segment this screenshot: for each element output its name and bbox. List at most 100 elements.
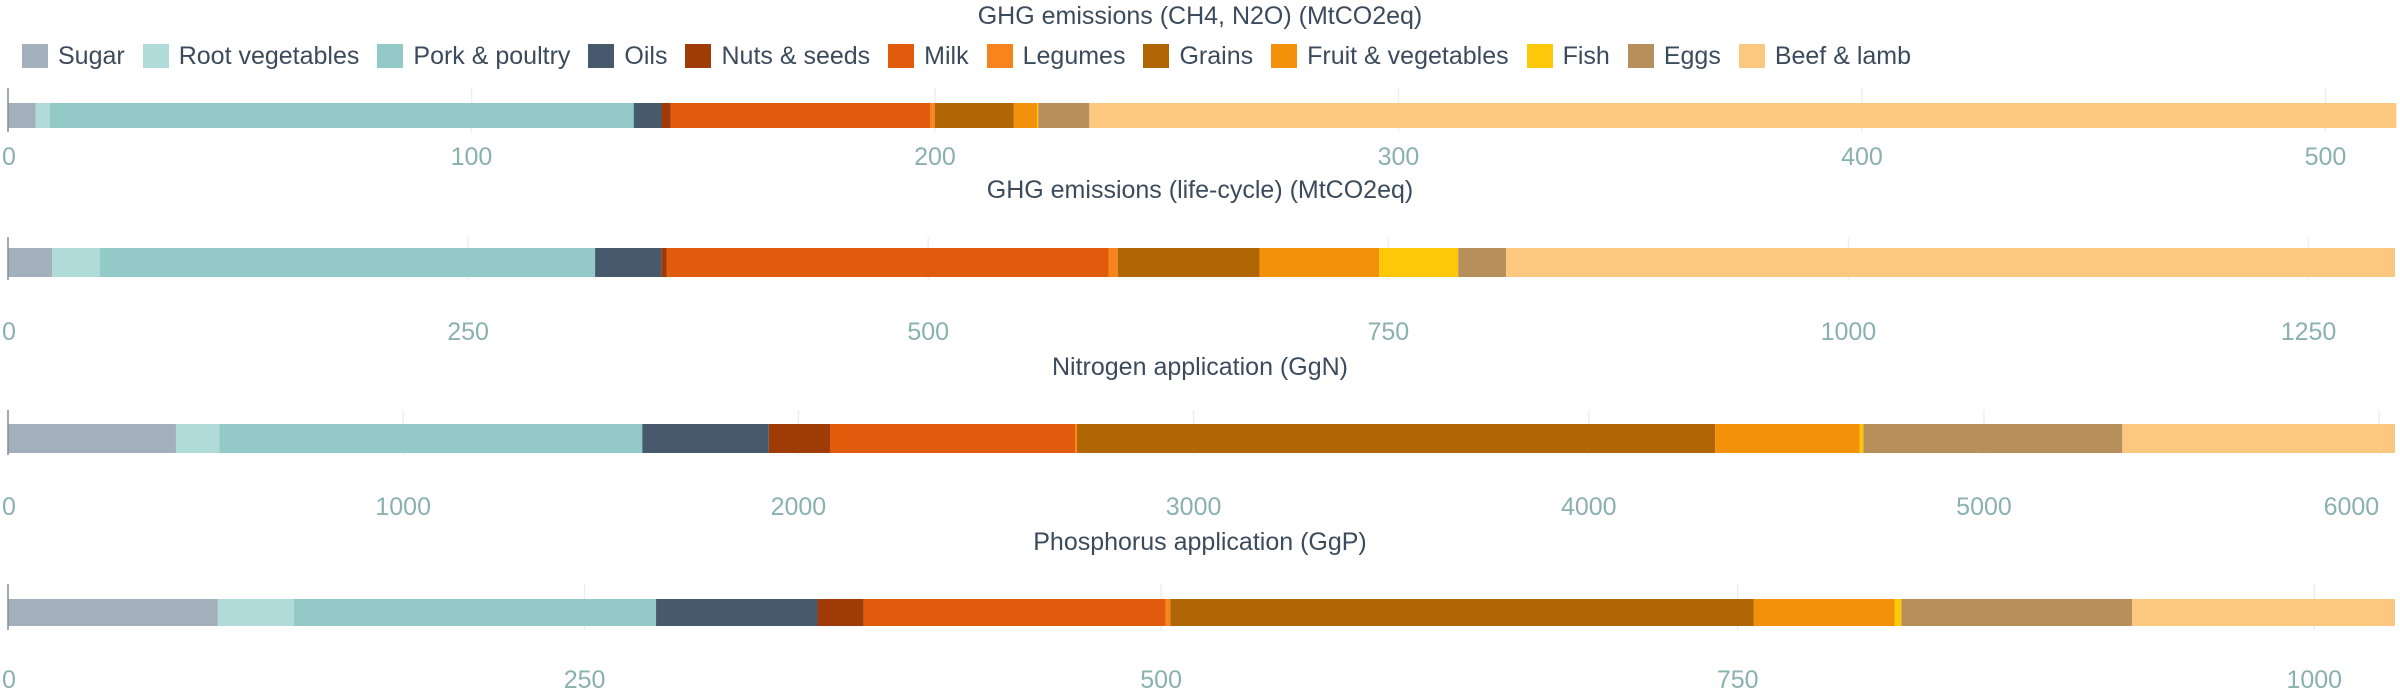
bar-segment[interactable] — [661, 103, 671, 128]
bar-segment[interactable] — [1075, 424, 1078, 453]
bar-segment[interactable] — [1715, 424, 1860, 453]
legend-item[interactable]: Oils — [588, 42, 667, 71]
bar-segment[interactable] — [1089, 103, 2397, 128]
bar-segment[interactable] — [1379, 248, 1459, 277]
bar-segment[interactable] — [670, 103, 931, 128]
bar-segment[interactable] — [1108, 248, 1118, 277]
bar-segment[interactable] — [1117, 248, 1260, 277]
bar-segment[interactable] — [1259, 248, 1380, 277]
x-tick-label: 0 — [2, 493, 16, 521]
x-tick-label: 0 — [2, 318, 16, 346]
legend-swatch — [1143, 44, 1170, 68]
bar-segment[interactable] — [863, 599, 1166, 626]
legend-swatch — [1627, 44, 1654, 68]
bar-segment[interactable] — [830, 424, 1076, 453]
bar-segment[interactable] — [35, 103, 50, 128]
x-tick-label: 750 — [1717, 666, 1759, 694]
legend-item[interactable]: Beef & lamb — [1738, 41, 1912, 71]
x-tick-label: 500 — [1140, 666, 1182, 694]
x-tick-label: 4000 — [1561, 493, 1617, 521]
legend-swatch — [1738, 44, 1765, 68]
bar-segment[interactable] — [1859, 424, 1864, 453]
legend-item[interactable]: Eggs — [1627, 41, 1721, 71]
bar-segment[interactable] — [633, 103, 662, 128]
legend-swatch — [588, 44, 615, 68]
x-tick-label: 1000 — [1821, 318, 1877, 346]
bar-segment[interactable] — [1901, 599, 2133, 626]
legend-item[interactable]: Fruit & vegetables — [1271, 42, 1509, 71]
legend-item[interactable]: Grains — [1143, 42, 1253, 71]
chart-title: GHG emissions (life-cycle) (MtCO2eq) — [987, 176, 1413, 204]
bar-segment[interactable] — [219, 424, 643, 453]
legend-label: Oils — [624, 41, 668, 70]
bar-segment[interactable] — [217, 599, 294, 626]
bar-segment[interactable] — [934, 103, 1014, 128]
legend-item[interactable]: Fish — [1526, 41, 1610, 71]
chart-title: Phosphorus application (GgP) — [1033, 528, 1367, 556]
bar-segment[interactable] — [595, 248, 662, 277]
legend-item[interactable]: Legumes — [986, 41, 1126, 71]
legend-item[interactable]: Milk — [888, 42, 969, 71]
bar-segment[interactable] — [49, 103, 634, 128]
x-tick-label: 5000 — [1956, 493, 2012, 521]
legend-label: Pork & poultry — [413, 41, 571, 70]
x-tick-label: 100 — [451, 143, 493, 171]
bar-segment[interactable] — [1753, 599, 1895, 626]
bar-segment[interactable] — [1170, 599, 1754, 626]
x-tick-label: 0 — [2, 666, 16, 694]
bar-segment[interactable] — [817, 599, 864, 626]
legend-swatch — [685, 44, 712, 68]
legend-label: Legumes — [1022, 41, 1126, 70]
bar-segment[interactable] — [100, 248, 596, 277]
x-tick-label: 1000 — [375, 493, 431, 521]
bar-segment[interactable] — [666, 248, 1109, 277]
bar-segment[interactable] — [642, 424, 769, 453]
bar-segment[interactable] — [1894, 599, 1902, 626]
legend-swatch — [142, 44, 169, 68]
bar-segment[interactable] — [661, 248, 667, 277]
bar-segment[interactable] — [1506, 248, 2395, 277]
bar-segment[interactable] — [8, 599, 218, 626]
legend-swatch — [1526, 44, 1553, 68]
bar-segment[interactable] — [1038, 103, 1090, 128]
legend-item[interactable]: Root vegetables — [142, 42, 359, 71]
bar-segment[interactable] — [656, 599, 818, 626]
bar-segment[interactable] — [52, 248, 101, 277]
x-tick-label: 500 — [2305, 143, 2347, 171]
legend-label: Fish — [1562, 41, 1610, 70]
legend-label: Fruit & vegetables — [1307, 41, 1509, 70]
bar-segment[interactable] — [175, 424, 220, 453]
bar-segment[interactable] — [8, 103, 36, 128]
bar-segment[interactable] — [2122, 424, 2395, 453]
x-tick-label: 6000 — [2324, 493, 2380, 521]
legend-label: Beef & lamb — [1774, 41, 1912, 70]
x-tick-label: 500 — [907, 318, 949, 346]
bar-segment[interactable] — [1165, 599, 1171, 626]
legend-label: Sugar — [58, 41, 125, 70]
legend-swatch — [377, 44, 404, 68]
bar-segment[interactable] — [1036, 103, 1039, 128]
bar-segment[interactable] — [930, 103, 935, 128]
legend-label: Eggs — [1663, 41, 1721, 70]
x-tick-label: 1250 — [2281, 318, 2337, 346]
bar-segment[interactable] — [1077, 424, 1716, 453]
legend-item[interactable]: Sugar — [22, 42, 125, 71]
bar-segment[interactable] — [768, 424, 831, 453]
x-tick-label: 3000 — [1166, 493, 1222, 521]
bar-segment[interactable] — [8, 424, 176, 453]
chart-title: GHG emissions (CH4, N2O) (MtCO2eq) — [978, 2, 1423, 30]
bar-segment[interactable] — [1863, 424, 2123, 453]
bar-segment[interactable] — [1458, 248, 1507, 277]
bar-segment[interactable] — [1013, 103, 1037, 128]
legend-item[interactable]: Pork & poultry — [377, 42, 570, 71]
bar-segment[interactable] — [8, 248, 53, 277]
legend-item[interactable]: Nuts & seeds — [685, 42, 870, 71]
x-tick-label: 400 — [1841, 143, 1883, 171]
x-tick-label: 1000 — [2286, 666, 2342, 694]
bar-segment[interactable] — [2132, 599, 2395, 626]
legend-swatch — [888, 44, 915, 68]
x-tick-label: 200 — [914, 143, 956, 171]
x-tick-label: 300 — [1378, 143, 1420, 171]
bar-segment[interactable] — [293, 599, 657, 626]
